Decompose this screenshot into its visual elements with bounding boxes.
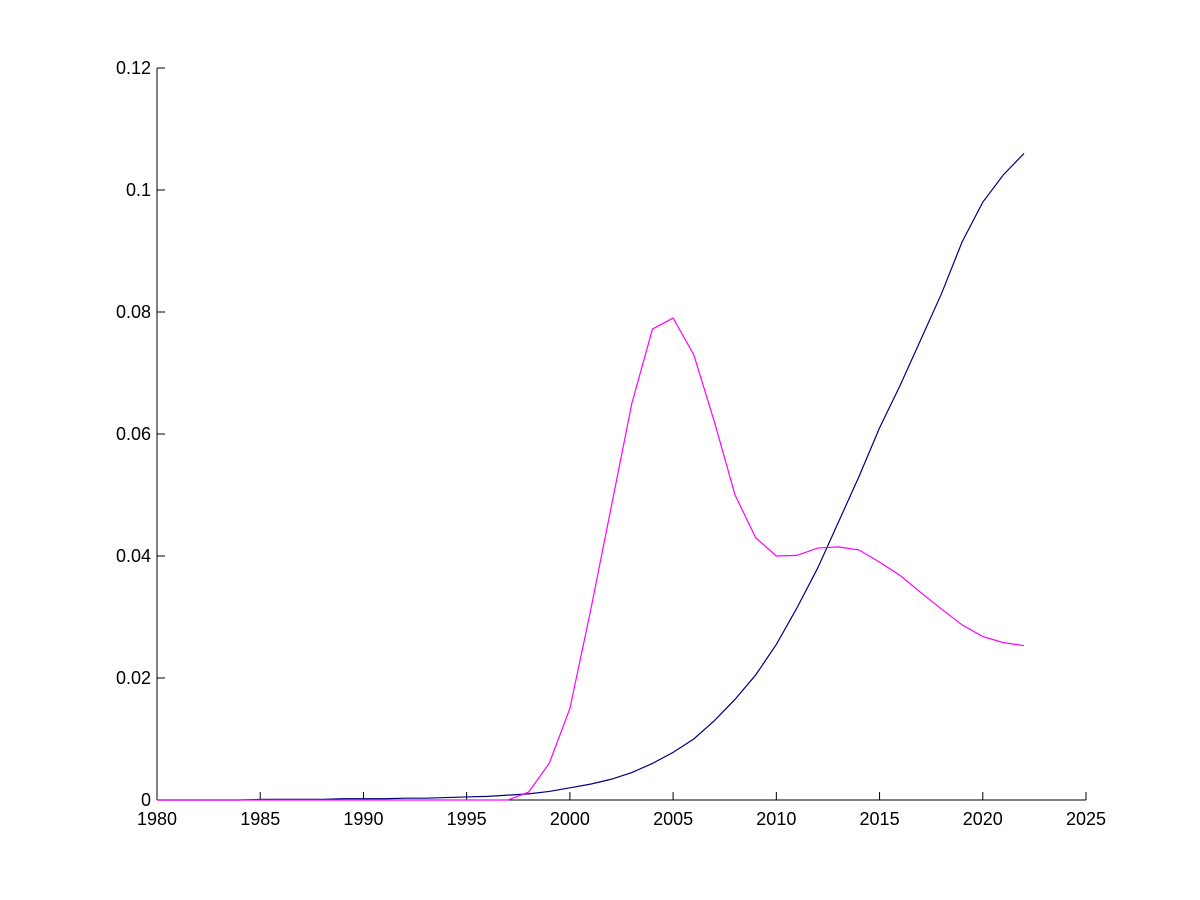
x-tick-label: 1985 xyxy=(240,809,280,829)
x-tick-label: 2015 xyxy=(860,809,900,829)
x-tick-label: 2025 xyxy=(1066,809,1106,829)
x-tick-label: 2020 xyxy=(963,809,1003,829)
y-tick-label: 0.04 xyxy=(116,546,151,566)
series-line xyxy=(157,317,1025,801)
y-tick-label: 0.1 xyxy=(126,180,151,200)
x-tick-label: 1980 xyxy=(137,809,177,829)
x-tick-label: 1990 xyxy=(343,809,383,829)
y-tick-label: 0 xyxy=(141,790,151,810)
x-tick-label: 1995 xyxy=(447,809,487,829)
y-tick-label: 0.02 xyxy=(116,668,151,688)
y-tick-label: 0.12 xyxy=(116,58,151,78)
series-line xyxy=(157,152,1025,801)
x-tick-label: 2000 xyxy=(550,809,590,829)
x-tick-label: 2010 xyxy=(756,809,796,829)
y-tick-label: 0.06 xyxy=(116,424,151,444)
y-tick-label: 0.08 xyxy=(116,302,151,322)
x-tick-label: 2005 xyxy=(653,809,693,829)
